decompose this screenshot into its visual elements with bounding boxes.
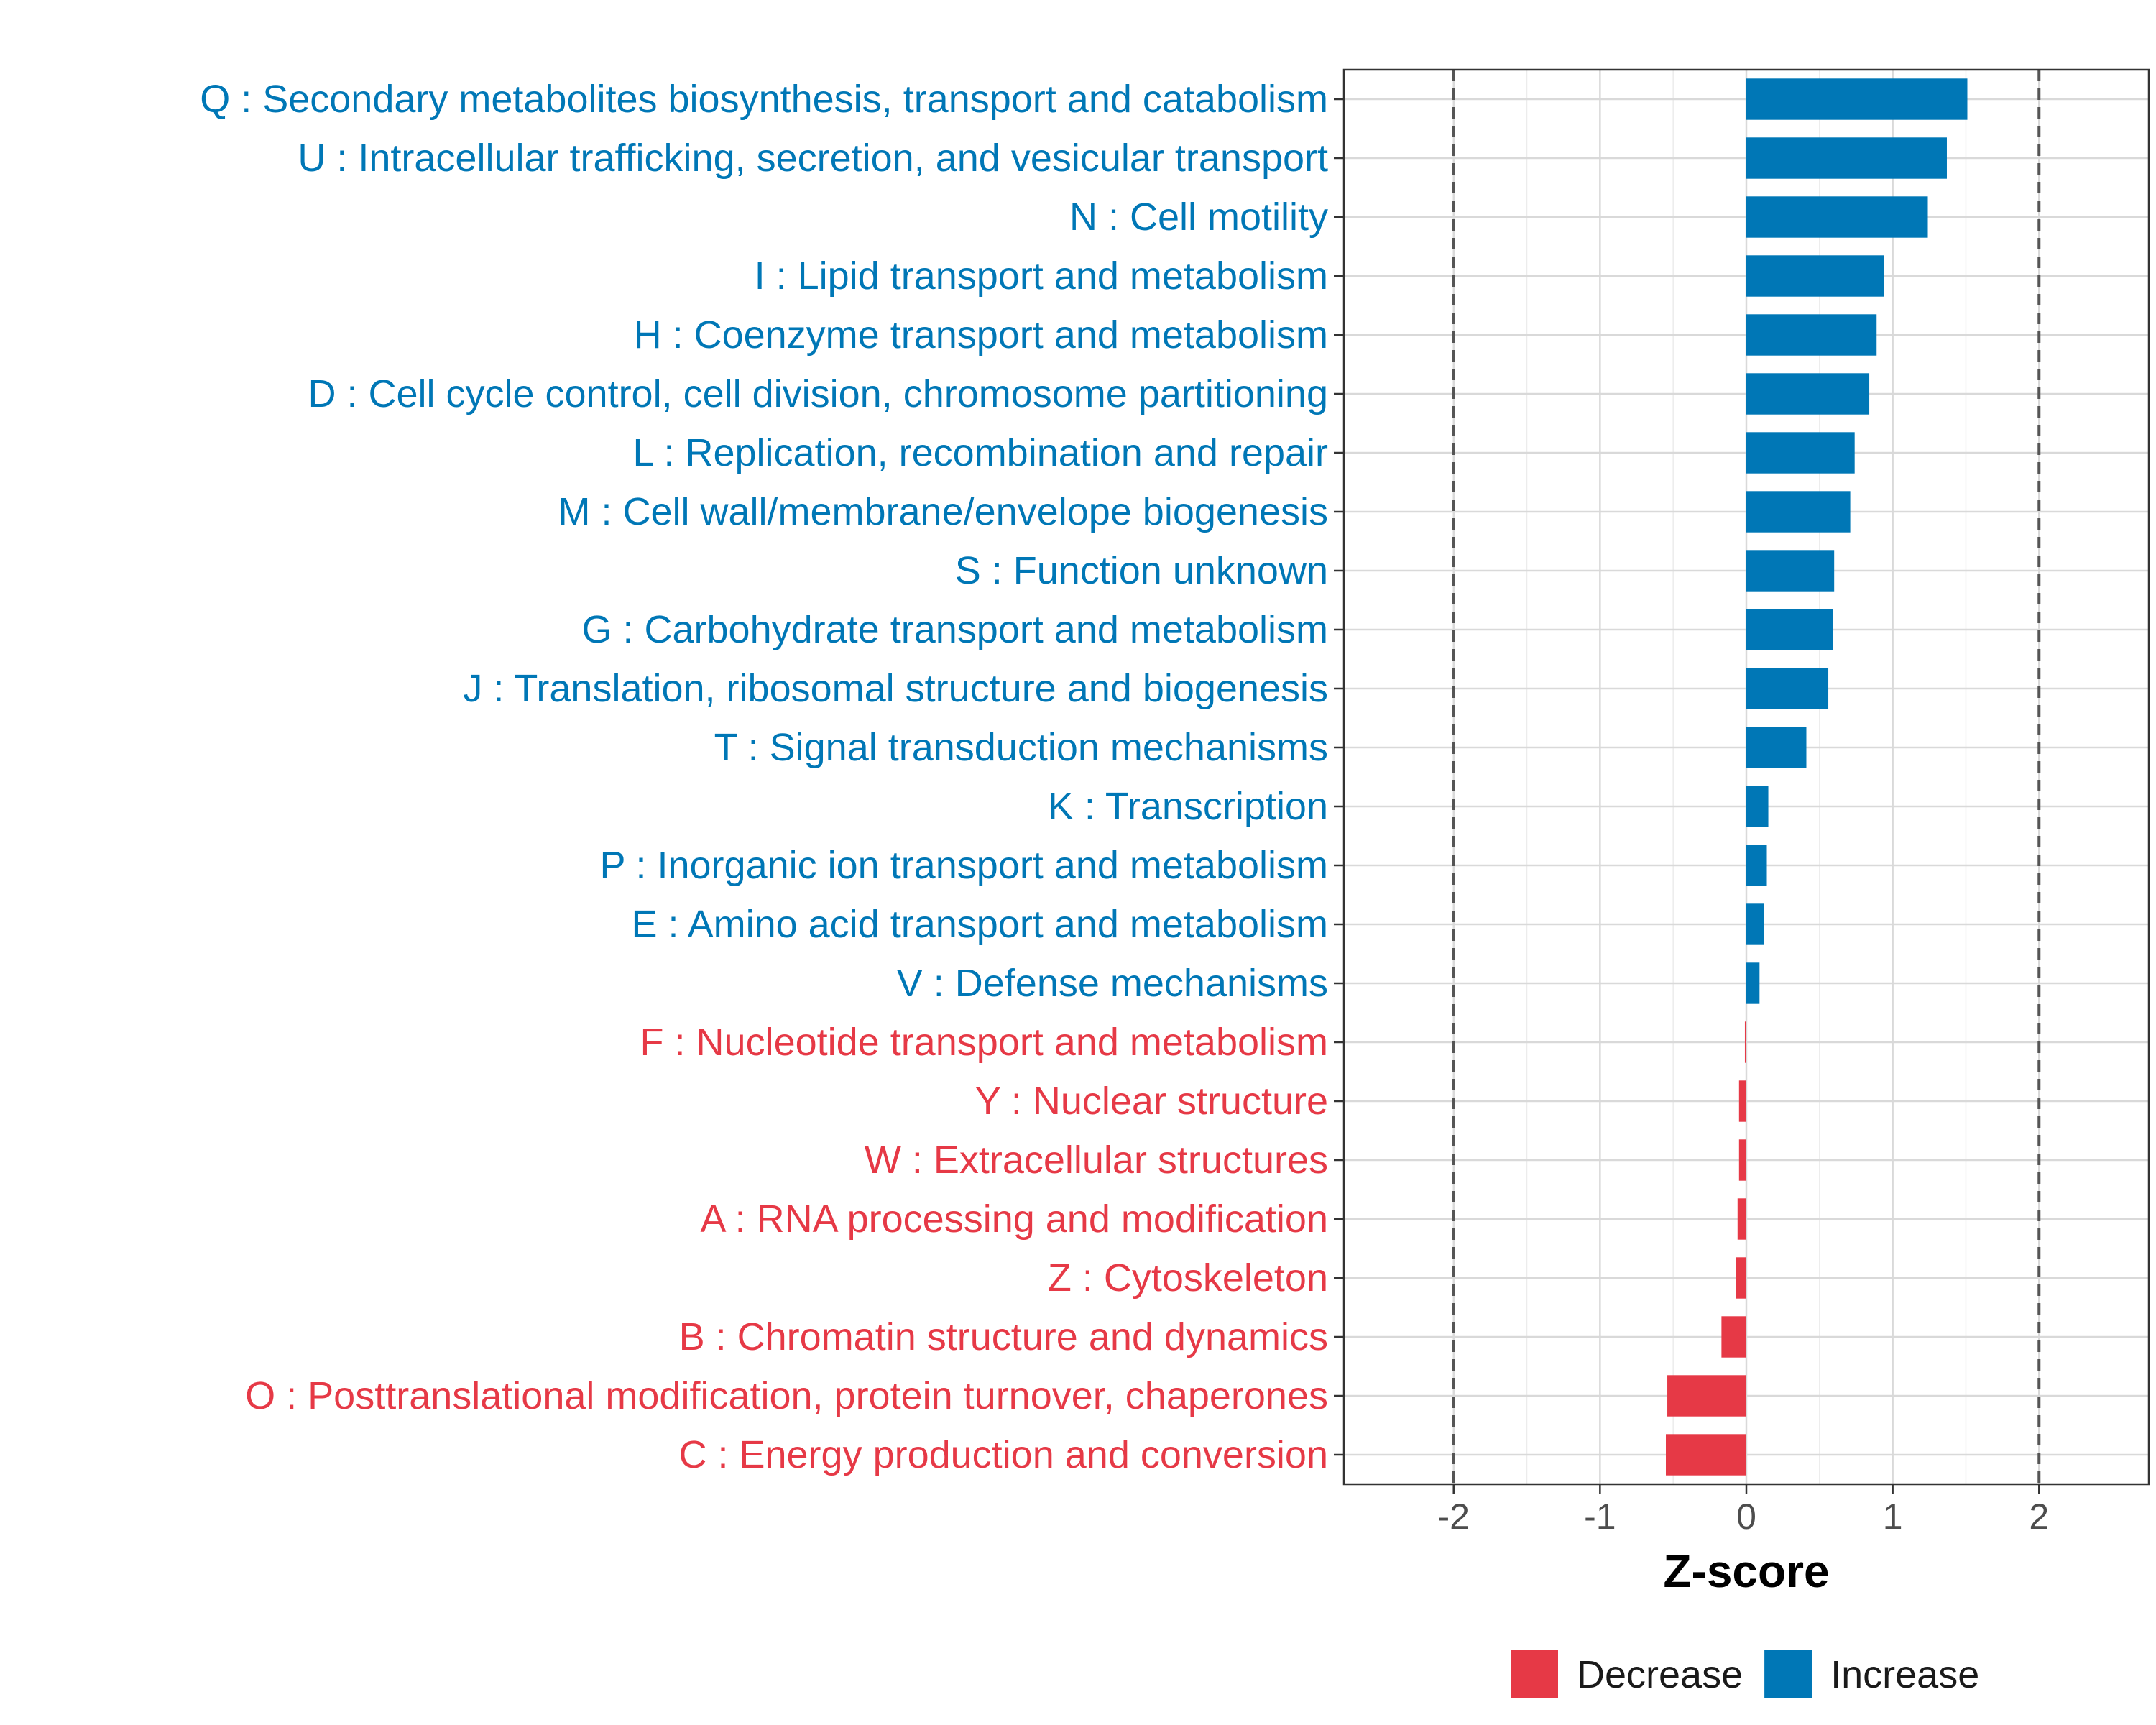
bar — [1744, 1021, 1746, 1063]
bar — [1667, 1375, 1746, 1417]
category-label: O : Posttranslational modification, prot… — [245, 1374, 1328, 1417]
bar — [1746, 373, 1870, 415]
bar — [1746, 845, 1767, 886]
legend-label: Decrease — [1577, 1653, 1743, 1696]
bar — [1746, 137, 1947, 179]
bar — [1746, 314, 1877, 356]
category-label: E : Amino acid transport and metabolism — [632, 903, 1328, 946]
y-axis-ticks — [1334, 98, 1344, 1456]
category-label: D : Cell cycle control, cell division, c… — [308, 372, 1328, 415]
category-label: Z : Cytoskeleton — [1048, 1256, 1328, 1300]
bar — [1746, 255, 1884, 297]
bar — [1736, 1257, 1746, 1299]
category-label: A : RNA processing and modification — [701, 1197, 1328, 1241]
x-tick-label: -1 — [1584, 1496, 1616, 1537]
y-axis-labels: Q : Secondary metabolites biosynthesis, … — [200, 78, 1328, 1476]
category-label: T : Signal transduction mechanisms — [714, 726, 1328, 769]
legend-label: Increase — [1830, 1653, 1979, 1696]
category-label: N : Cell motility — [1069, 196, 1328, 239]
category-label: Q : Secondary metabolites biosynthesis, … — [200, 78, 1328, 121]
bar — [1738, 1139, 1746, 1181]
category-label: V : Defense mechanisms — [897, 962, 1328, 1005]
bar — [1666, 1434, 1746, 1476]
category-label: H : Coenzyme transport and metabolism — [634, 313, 1328, 356]
x-tick-label: -2 — [1437, 1496, 1469, 1537]
bars — [1666, 78, 1968, 1476]
bar — [1746, 432, 1855, 474]
category-label: W : Extracellular structures — [865, 1138, 1328, 1182]
bar — [1746, 962, 1760, 1004]
reference-lines — [1452, 70, 2041, 1484]
bar — [1746, 78, 1968, 120]
legend: Decrease Increase — [1511, 1650, 1979, 1698]
category-label: J : Translation, ribosomal structure and… — [463, 667, 1328, 710]
category-label: M : Cell wall/membrane/envelope biogenes… — [558, 490, 1328, 533]
x-axis-title: Z-score — [1663, 1545, 1829, 1597]
x-axis-ticks: -2 -1 0 1 2 — [1437, 1484, 2049, 1537]
bar — [1746, 609, 1833, 650]
legend-swatch — [1764, 1650, 1812, 1698]
category-label: L : Replication, recombination and repai… — [632, 431, 1328, 474]
bar — [1738, 1080, 1746, 1122]
category-label: B : Chromatin structure and dynamics — [679, 1315, 1328, 1358]
bar — [1721, 1316, 1746, 1358]
bar — [1746, 491, 1851, 533]
category-label: I : Lipid transport and metabolism — [755, 254, 1328, 298]
category-label: K : Transcription — [1048, 785, 1328, 828]
category-label: G : Carbohydrate transport and metabolis… — [582, 608, 1329, 651]
bar — [1746, 550, 1835, 592]
bar — [1746, 903, 1764, 945]
bar — [1746, 668, 1829, 709]
bar — [1746, 196, 1928, 238]
x-tick-label: 0 — [1736, 1496, 1756, 1537]
category-label: U : Intracellular trafficking, secretion… — [298, 137, 1328, 180]
legend-swatch — [1511, 1650, 1558, 1698]
category-label: P : Inorganic ion transport and metaboli… — [599, 844, 1328, 887]
category-label: S : Function unknown — [955, 549, 1328, 592]
category-label: F : Nucleotide transport and metabolism — [640, 1021, 1328, 1064]
bar — [1746, 727, 1807, 768]
x-tick-label: 2 — [2029, 1496, 2049, 1537]
category-label: C : Energy production and conversion — [678, 1433, 1328, 1476]
x-tick-label: 1 — [1883, 1496, 1903, 1537]
bar — [1746, 786, 1769, 827]
category-label: Y : Nuclear structure — [975, 1080, 1328, 1123]
bar — [1737, 1198, 1746, 1240]
